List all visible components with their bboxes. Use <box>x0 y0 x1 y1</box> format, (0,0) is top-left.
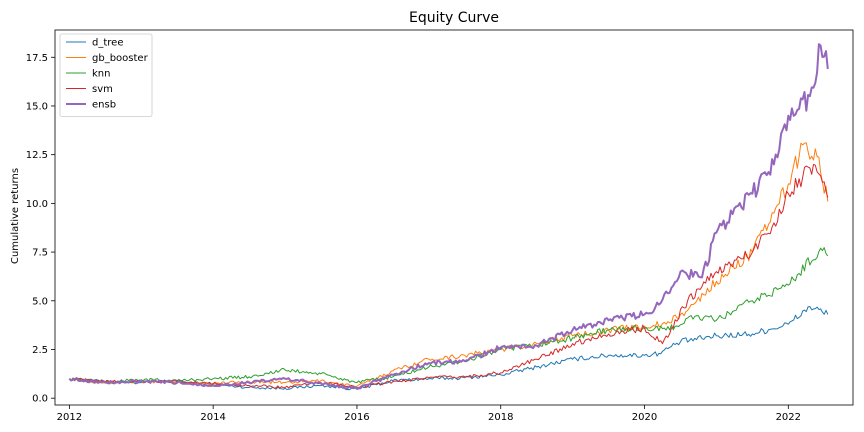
x-tick-label: 2018 <box>488 412 513 423</box>
legend-label-d_tree: d_tree <box>92 38 123 49</box>
x-tick-label: 2016 <box>344 412 369 423</box>
y-tick-label: 12.5 <box>26 150 48 161</box>
chart-title: Equity Curve <box>409 10 499 26</box>
x-tick-label: 2020 <box>632 412 657 423</box>
y-tick-label: 7.5 <box>32 248 48 259</box>
series-line-gb_booster <box>69 142 829 388</box>
y-tick-label: 15.0 <box>26 101 48 112</box>
x-axis: 2012 2014 2016 2018 2020 2022 <box>57 405 801 423</box>
series-line-d_tree <box>69 306 829 391</box>
y-tick-label: 10.0 <box>26 199 48 210</box>
y-tick-label: 17.5 <box>26 53 48 64</box>
plot-area <box>54 29 854 406</box>
x-tick-label: 2014 <box>200 412 225 423</box>
plot-frame <box>54 29 854 406</box>
legend-label-ensb: ensb <box>92 100 116 111</box>
series-line-ensb <box>68 43 829 390</box>
legend-label-knn: knn <box>92 69 110 80</box>
x-tick-label: 2022 <box>776 412 801 423</box>
y-tick-label: 2.5 <box>32 345 48 356</box>
y-tick-label: 5.0 <box>32 296 48 307</box>
y-axis-label: Cumulative returns <box>10 168 21 264</box>
legend-label-gb_booster: gb_booster <box>92 53 149 64</box>
y-axis: 0.0 2.5 5.0 7.5 10.0 12.5 15.0 17.5 <box>26 53 55 405</box>
legend-box <box>59 33 153 117</box>
series-line-svm <box>69 163 829 389</box>
legend-label-svm: svm <box>92 84 113 95</box>
x-tick-label: 2012 <box>57 412 82 423</box>
y-tick-label: 0.0 <box>32 394 48 405</box>
